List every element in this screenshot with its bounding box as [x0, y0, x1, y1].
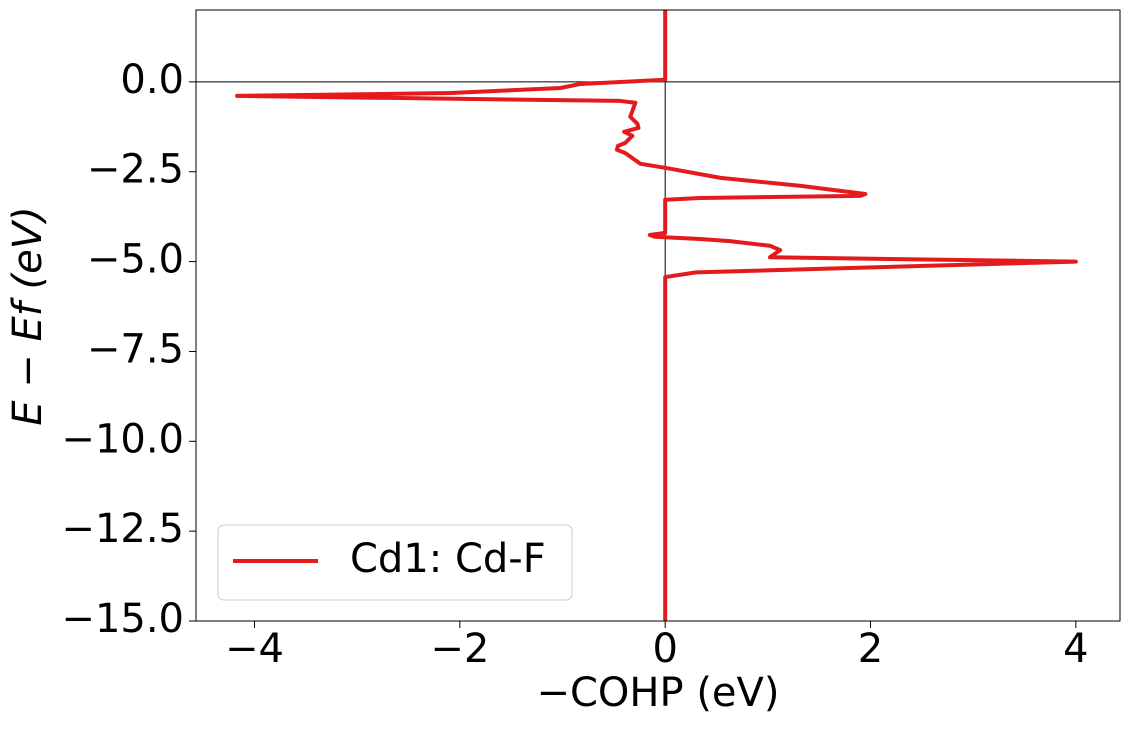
- x-axis-label: −COHP (eV): [536, 670, 779, 716]
- y-tick-label: −15.0: [61, 596, 184, 642]
- legend-box: [217, 524, 573, 601]
- series-line: [235, 10, 1078, 621]
- y-tick-label: −7.5: [87, 326, 184, 372]
- x-tick-label: 4: [1063, 626, 1088, 672]
- y-tick-label: −5.0: [87, 237, 184, 283]
- y-axis-label: E − Ef (eV): [5, 206, 51, 425]
- x-tick-label: −2: [430, 626, 489, 672]
- x-tick-label: 0: [652, 626, 677, 672]
- y-tick-label: −2.5: [87, 147, 184, 193]
- plot-frame: [195, 9, 1121, 622]
- legend-label: Cd1: Cd-F: [350, 536, 546, 582]
- y-tick-label: −10.0: [61, 416, 184, 462]
- x-tick-label: 2: [858, 626, 883, 672]
- y-tick-label: −12.5: [61, 506, 184, 552]
- y-tick-label: 0.0: [120, 57, 184, 103]
- x-tick-label: −4: [225, 626, 284, 672]
